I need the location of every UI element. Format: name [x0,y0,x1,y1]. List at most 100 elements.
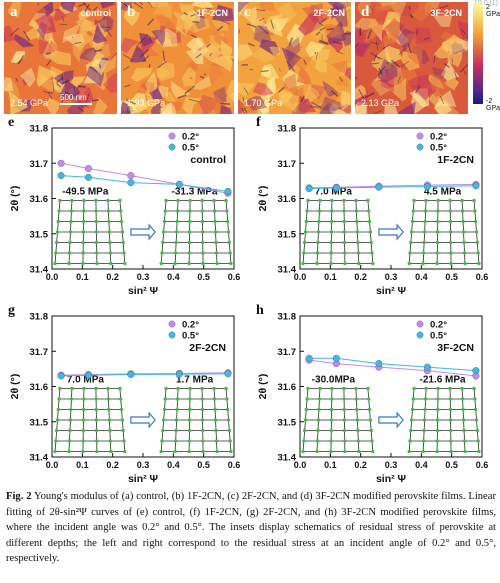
x-tick-label: 0.0 [46,272,59,282]
legend-label: 0.2° [182,132,199,143]
data-point [84,165,92,173]
x-tick-label: 0.5 [197,460,210,470]
afm-image-c: c 2F-2CN 1.70 GPa [238,2,351,114]
data-point [375,183,383,191]
data-point [127,172,135,180]
stress-label-left: -30.0MPa [312,375,356,386]
panel-title: control [80,8,112,18]
y-axis-label: 2θ (°) [9,186,21,212]
afm-image-a: a control 2.54 GPa 500 nm [4,2,117,114]
caption-figure-label: Fig. 2 [6,491,32,502]
arrow-icon [130,223,156,241]
legend-marker [168,331,176,339]
legend-marker [168,320,176,328]
afm-image-b: b 1F-2CN 1.93 GPa [121,2,234,114]
afm-image-d: d 3F-2CN 2.13 GPa [355,2,468,114]
x-tick-label: 0.4 [167,460,180,470]
panel-label: a [10,4,18,20]
legend-label: 0.5° [430,331,447,342]
x-tick-label: 0.4 [415,460,428,470]
legend-label: 0.5° [430,143,447,154]
x-tick-label: 0.5 [197,272,210,282]
figure-caption: Fig. 2 Young's modulus of (a) control, (… [6,489,496,567]
plot-title: 1F-2CN [437,154,474,166]
plot-e: e 31.4 31.5 31.6 31.7 31.8 0.0 0.1 0.2 0.3 0.4 0.5 0… [8,115,241,297]
y-tick-label: 31.5 [278,417,297,428]
panel-label: g [8,303,15,318]
x-tick-label: 0.1 [324,272,337,282]
plot-frame [51,315,235,458]
data-point [423,183,431,191]
panel-label: f [256,115,261,130]
stress-label-left: -49.5 MPa [62,187,109,198]
x-tick-label: 0.2 [106,460,119,470]
data-point [84,173,92,181]
y-tick-label: 31.7 [30,347,49,358]
x-tick-label: 0.3 [137,460,150,470]
x-axis-label: sin² Ψ [376,285,406,297]
legend-marker [168,143,176,151]
scalebar-label: 500 nm [60,93,87,102]
x-tick-label: 0.0 [294,460,307,470]
data-point [224,370,232,378]
legend-label: 0.5° [182,143,199,154]
panel-label: b [127,4,136,20]
data-point [332,354,340,362]
panel-title: 1F-2CN [196,8,228,18]
y-tick-label: 31.8 [278,312,297,323]
modulus-label: 1.70 GPa [244,98,283,108]
y-tick-label: 31.8 [278,124,297,135]
data-point [57,172,65,180]
lattice-schematic-right [407,198,481,266]
y-tick-label: 31.8 [30,312,49,323]
afm-texture [238,2,351,114]
scalebar [60,103,92,105]
x-axis-label: sin² Ψ [128,285,158,297]
legend-label: 0.2° [182,320,199,331]
y-tick-label: 31.5 [30,417,49,428]
y-tick-label: 31.7 [278,159,297,170]
panel-label: h [256,303,264,318]
arrow-icon [130,411,156,429]
y-tick-label: 31.6 [30,382,49,393]
y-tick-label: 31.4 [278,265,297,276]
x-tick-label: 0.2 [354,460,367,470]
y-tick-label: 31.4 [278,453,297,464]
legend-marker [416,132,424,140]
data-point [127,371,135,379]
arrow-icon [378,223,404,241]
stress-label-left: 7.0 MPa [67,375,105,386]
x-tick-label: 0.3 [385,460,398,470]
plot-title: control [190,154,226,166]
plot-frame [299,127,483,270]
stress-label-right: 4.5 MPa [424,187,462,198]
y-tick-label: 31.6 [30,194,49,205]
plot-frame [299,315,483,458]
data-point [57,372,65,380]
x-tick-label: 0.1 [76,272,89,282]
modulus-label: 1.93 GPa [127,98,166,108]
x-tick-label: 0.1 [324,460,337,470]
data-point [305,354,313,362]
panel-label: e [8,115,14,130]
legend-marker [416,143,424,151]
lattice-schematic-right [407,386,481,454]
y-tick-label: 31.6 [278,382,297,393]
legend-marker [416,320,424,328]
data-point [57,159,65,167]
lattice-schematic-left [301,386,375,454]
x-axis-label: sin² Ψ [128,473,158,485]
y-tick-label: 31.5 [30,229,49,240]
arrow-icon [378,411,404,429]
x-tick-label: 0.0 [46,460,59,470]
plot-f: f 31.4 31.5 31.6 31.7 31.8 0.0 0.1 0.2 0.3 0.4 0.5 0… [256,115,488,297]
data-point [175,370,183,378]
x-tick-label: 0.6 [228,272,241,282]
data-point [127,179,135,187]
panel-label: c [244,4,251,20]
plot-h: h 31.4 31.5 31.6 31.7 31.8 0.0 0.1 0.2 0.3 0.4 0.5 0… [256,303,488,485]
y-tick-label: 31.4 [30,265,49,276]
y-tick-label: 31.6 [278,194,297,205]
data-point [305,185,313,193]
x-tick-label: 0.6 [228,460,241,470]
